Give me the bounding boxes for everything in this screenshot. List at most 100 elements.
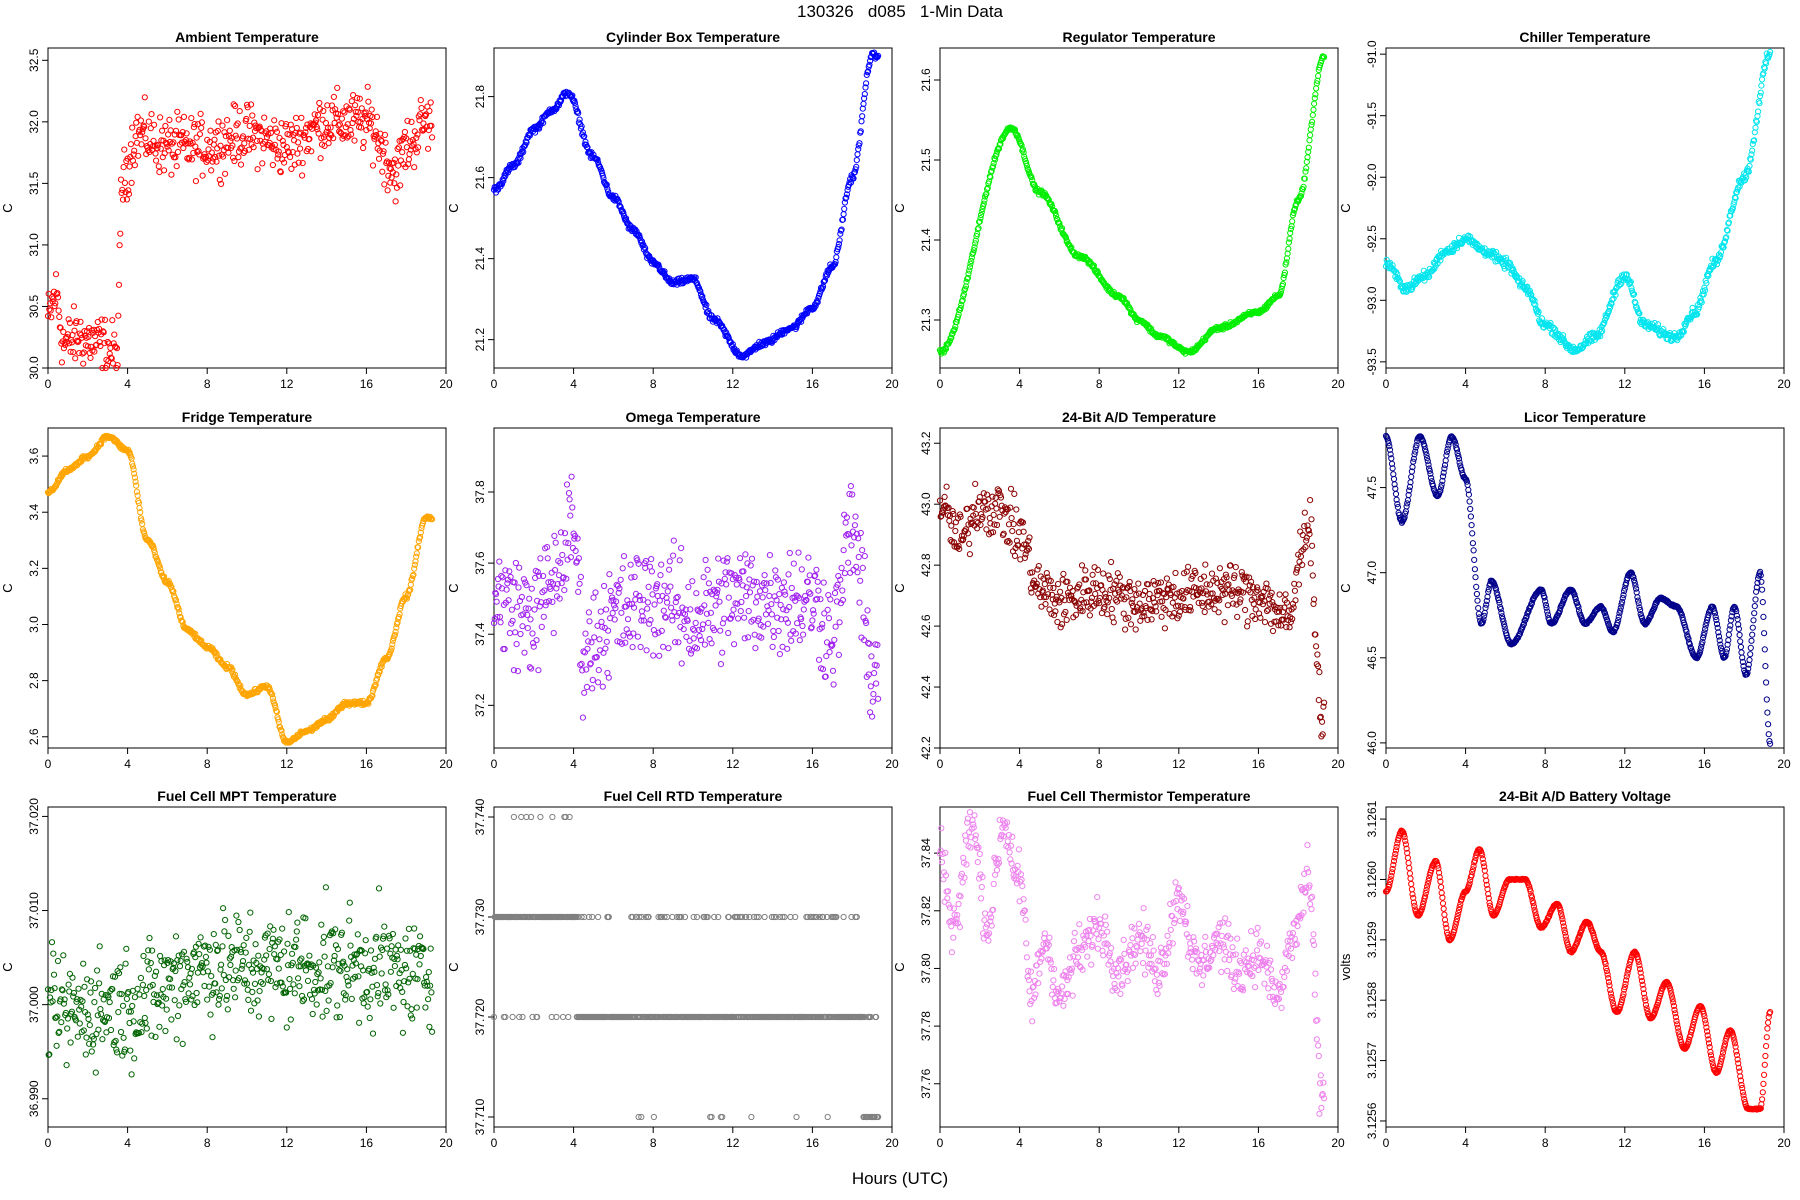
data-point [1394, 501, 1401, 508]
data-point [733, 347, 740, 354]
data-point [855, 535, 862, 542]
data-point [237, 161, 245, 168]
data-point [644, 599, 652, 606]
x-tick-label: 8 [204, 377, 211, 391]
data-point [1072, 611, 1080, 619]
data-point [1405, 491, 1412, 499]
data-point [1285, 239, 1293, 246]
data-point [1760, 613, 1767, 621]
data-point [120, 164, 127, 171]
data-point [1654, 321, 1662, 328]
data-point [1294, 564, 1301, 571]
data-point [601, 582, 608, 590]
data-point [1227, 562, 1234, 569]
data-point [1723, 649, 1730, 656]
data-point [58, 1019, 65, 1026]
data-point [104, 338, 111, 346]
y-tick-label: 31.0 [27, 233, 41, 257]
data-point [54, 957, 62, 965]
data-point [251, 119, 258, 126]
data-point [813, 595, 821, 603]
data-point [540, 613, 547, 620]
data-point [1386, 446, 1394, 453]
data-point [976, 494, 983, 501]
data-point [1297, 193, 1305, 200]
data-point [1685, 635, 1692, 643]
data-point [1465, 491, 1473, 498]
data-point [287, 154, 294, 161]
data-point [413, 550, 420, 557]
y-tick-label: 30.5 [27, 294, 41, 318]
data-point [515, 584, 522, 591]
data-point [98, 990, 105, 997]
data-point [591, 634, 598, 641]
data-point [162, 122, 169, 130]
plot-frame [47, 427, 447, 749]
x-tick-label: 4 [1462, 757, 1469, 771]
data-point [197, 110, 204, 118]
data-point [276, 134, 283, 141]
data-point [1085, 587, 1092, 595]
data-point [1256, 610, 1263, 617]
data-point [1739, 654, 1746, 661]
chart-title: Regulator Temperature [1063, 29, 1216, 45]
data-point [1253, 588, 1260, 595]
data-point [756, 588, 764, 595]
data-point [1702, 622, 1709, 629]
data-point [413, 553, 420, 560]
data-point [557, 529, 565, 536]
data-point [404, 592, 411, 599]
y-tick-label: 46.0 [1365, 731, 1379, 755]
data-point [705, 580, 713, 587]
data-point [869, 713, 876, 720]
data-point [65, 981, 72, 988]
data-point [638, 608, 646, 615]
data-point [1289, 218, 1296, 225]
data-point [273, 128, 280, 135]
data-point [1252, 606, 1259, 613]
data-point [64, 1025, 71, 1032]
data-point [637, 237, 644, 244]
data-point [353, 112, 360, 119]
data-point [73, 318, 80, 325]
data-point [236, 108, 243, 115]
data-point [55, 307, 62, 314]
data-point [161, 167, 168, 174]
y-tick-label: -93.5 [1365, 348, 1379, 376]
data-point [582, 630, 589, 637]
data-point [599, 172, 606, 179]
data-point [1617, 604, 1624, 611]
data-point [795, 549, 802, 556]
data-point [650, 627, 658, 634]
data-point [1754, 113, 1761, 120]
data-point [557, 559, 564, 566]
data-point [1627, 278, 1634, 285]
data-point [101, 316, 109, 323]
data-point [1151, 581, 1159, 588]
data-point [745, 634, 752, 641]
data-point [970, 504, 977, 511]
data-point [1047, 577, 1054, 585]
data-point [1401, 514, 1408, 521]
data-point [1466, 498, 1473, 505]
data-points [44, 83, 436, 372]
data-point [1572, 595, 1579, 603]
data-point [1026, 534, 1033, 541]
data-point [1288, 606, 1295, 613]
data-point [1481, 612, 1488, 619]
data-point [275, 151, 282, 158]
data-point [736, 576, 743, 583]
data-point [1714, 624, 1721, 631]
data-point [167, 138, 174, 146]
chart-title: Ambient Temperature [175, 29, 319, 45]
data-point [853, 163, 860, 170]
data-point [769, 643, 776, 651]
x-tick-label: 16 [806, 757, 820, 771]
data-point [959, 297, 966, 304]
x-tick-label: 4 [124, 757, 131, 771]
data-point [1259, 593, 1266, 600]
data-point [1702, 287, 1709, 294]
data-point [565, 490, 573, 497]
data-point [203, 158, 210, 165]
